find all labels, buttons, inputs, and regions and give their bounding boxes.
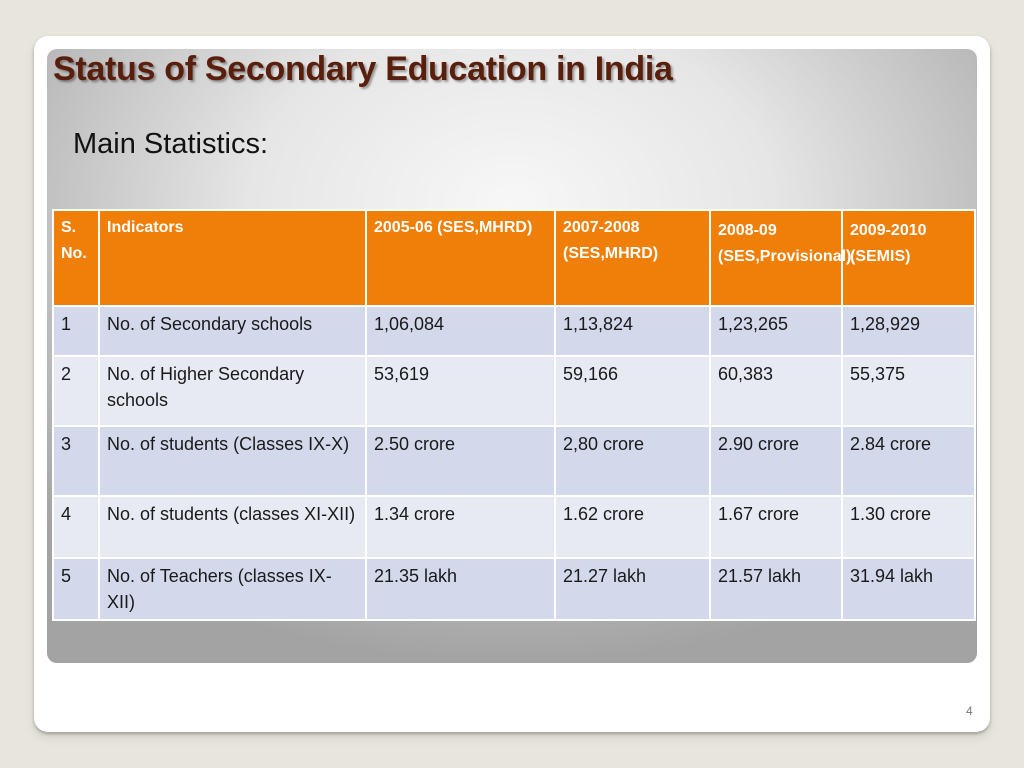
cell-value: 2,80 crore (554, 425, 711, 497)
cell-sno: 1 (52, 305, 100, 357)
cell-value: 1,23,265 (709, 305, 843, 357)
cell-value: 2.84 crore (841, 425, 976, 497)
table-header-row: S. No. Indicators 2005-06 (SES,MHRD) 200… (52, 209, 976, 307)
cell-value: 1.34 crore (365, 495, 556, 559)
header-indicators: Indicators (98, 209, 367, 307)
cell-value: 1,13,824 (554, 305, 711, 357)
cell-indicator: No. of students (classes XI-XII) (98, 495, 367, 559)
header-2009-2010: 2009-2010 (SEMIS) (841, 209, 976, 307)
cell-value: 2.90 crore (709, 425, 843, 497)
cell-sno: 4 (52, 495, 100, 559)
page-number: 4 (966, 704, 973, 718)
table-row: 4 No. of students (classes XI-XII) 1.34 … (52, 495, 976, 559)
table-row: 1 No. of Secondary schools 1,06,084 1,13… (52, 305, 976, 357)
cell-value: 31.94 lakh (841, 557, 976, 621)
cell-indicator: No. of Secondary schools (98, 305, 367, 357)
cell-value: 21.57 lakh (709, 557, 843, 621)
statistics-table: S. No. Indicators 2005-06 (SES,MHRD) 200… (52, 209, 976, 621)
header-2008-09: 2008-09 (SES,Provisional) (709, 209, 851, 307)
cell-indicator: No. of Teachers (classes IX-XII) (98, 557, 367, 621)
cell-value: 1,28,929 (841, 305, 976, 357)
cell-indicator: No. of students (Classes IX-X) (98, 425, 367, 497)
cell-value: 53,619 (365, 355, 556, 427)
cell-sno: 3 (52, 425, 100, 497)
cell-value: 21.35 lakh (365, 557, 556, 621)
cell-sno: 2 (52, 355, 100, 427)
slide-subtitle: Main Statistics: (73, 128, 268, 160)
table-row: 5 No. of Teachers (classes IX-XII) 21.35… (52, 557, 976, 621)
header-2007-2008: 2007-2008 (SES,MHRD) (554, 209, 711, 307)
cell-indicator: No. of Higher Secondary schools (98, 355, 367, 427)
cell-value: 60,383 (709, 355, 843, 427)
cell-value: 1.67 crore (709, 495, 843, 559)
cell-value: 1.62 crore (554, 495, 711, 559)
table-row: 2 No. of Higher Secondary schools 53,619… (52, 355, 976, 427)
table-row: 3 No. of students (Classes IX-X) 2.50 cr… (52, 425, 976, 497)
slide-title: Status of Secondary Education in India (53, 50, 673, 88)
cell-value: 59,166 (554, 355, 711, 427)
header-2005-06: 2005-06 (SES,MHRD) (365, 209, 556, 307)
cell-sno: 5 (52, 557, 100, 621)
cell-value: 1.30 crore (841, 495, 976, 559)
cell-value: 2.50 crore (365, 425, 556, 497)
cell-value: 55,375 (841, 355, 976, 427)
cell-value: 1,06,084 (365, 305, 556, 357)
header-sno: S. No. (52, 209, 100, 307)
cell-value: 21.27 lakh (554, 557, 711, 621)
